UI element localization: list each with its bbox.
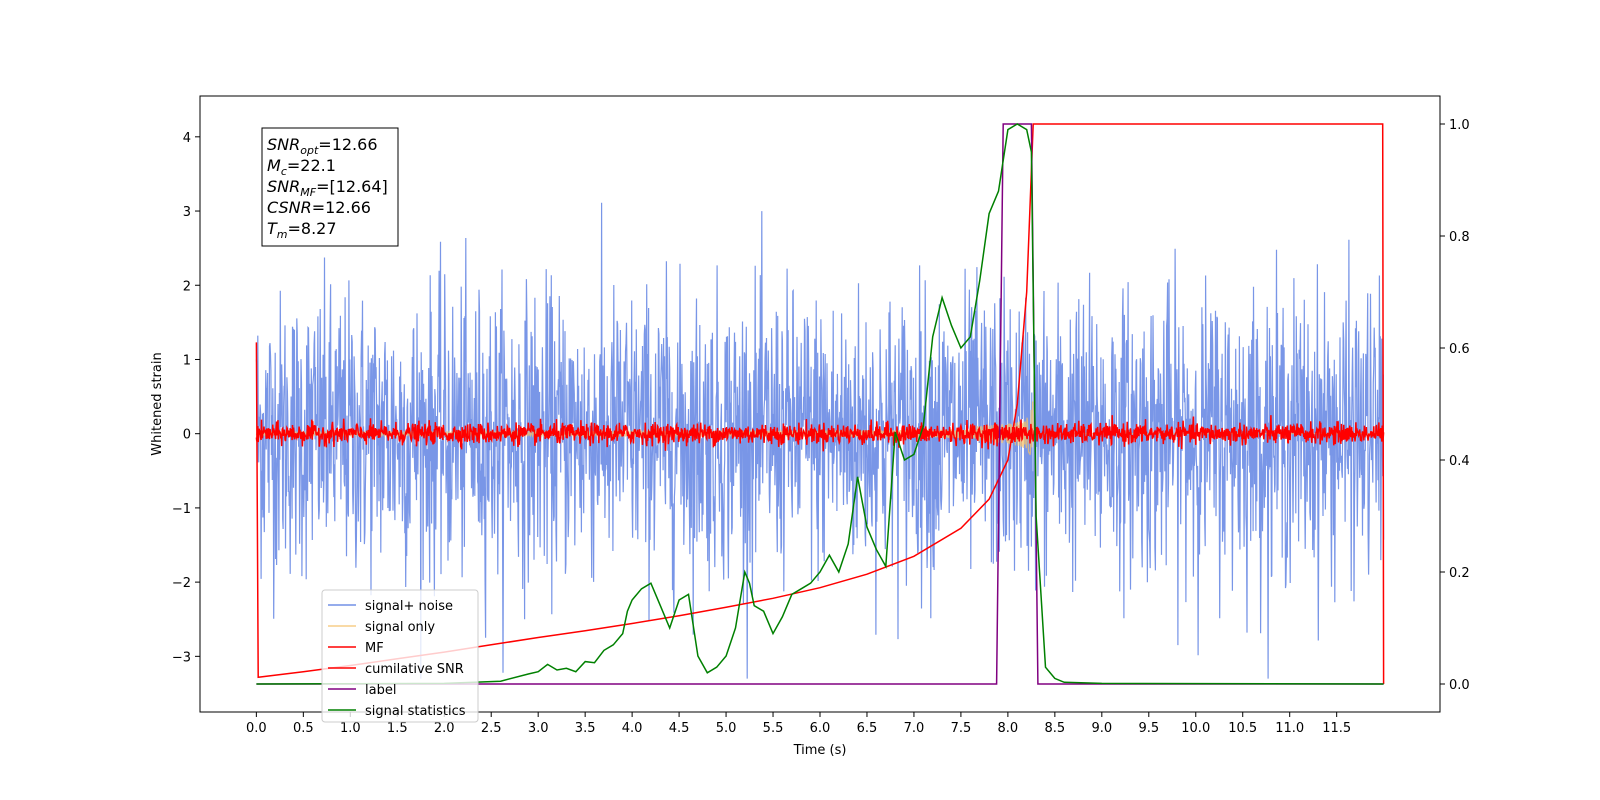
y-right-tick-label: 0.6 (1449, 342, 1470, 357)
x-tick-label: 6.0 (810, 721, 831, 736)
legend-label: label (365, 683, 396, 698)
x-tick-label: 11.0 (1275, 721, 1304, 736)
legend: signal+ noise signal only MF cumilative SNR… (321, 589, 479, 723)
legend-frame (321, 589, 479, 723)
x-tick-label: 7.5 (951, 721, 972, 736)
x-tick-label: 4.0 (622, 721, 643, 736)
annotation-line: Mc=22.1 (267, 156, 336, 178)
annotation-line: CSNR=12.66 (267, 198, 371, 217)
y-right-tick-label: 0.2 (1449, 566, 1470, 581)
x-axis-label: Time (s) (793, 743, 847, 758)
annotation-symbol: M (267, 156, 281, 175)
annotation-line: SNRopt=12.66 (267, 135, 378, 157)
annotation-line: SNRMF=[12.64] (267, 177, 388, 199)
x-tick-label: 2.0 (434, 721, 455, 736)
x-tick-label: 3.0 (528, 721, 549, 736)
x-tick-label: 8.0 (998, 721, 1019, 736)
y-left-tick-label: 0 (183, 428, 191, 443)
legend-label: MF (365, 641, 384, 656)
annotation-symbol: T (267, 219, 278, 238)
y-axis-label: Whitened strain (150, 352, 165, 455)
annotation-value: =22.1 (287, 156, 336, 175)
y-axis-left-ticks: 4 3 2 1 0 −1 −2 −3 (172, 131, 200, 665)
x-tick-label: 11.5 (1322, 721, 1351, 736)
y-left-tick-label: −1 (172, 502, 191, 517)
x-tick-label: 10.0 (1181, 721, 1210, 736)
y-left-tick-label: 1 (183, 353, 191, 368)
y-left-tick-label: 4 (183, 131, 191, 146)
y-right-tick-label: 1.0 (1449, 118, 1470, 133)
annotation-frame (261, 127, 399, 247)
annotation-symbol: SNR (267, 177, 300, 196)
legend-label: cumilative SNR (365, 662, 464, 677)
y-left-tick-label: −2 (172, 576, 191, 591)
x-tick-label: 2.5 (481, 721, 502, 736)
x-tick-label: 1.0 (340, 721, 361, 736)
stats-annotation-box: SNRopt=12.66Mc=22.1SNRMF=[12.64]CSNR=12.… (261, 127, 399, 247)
x-tick-label: 8.5 (1045, 721, 1066, 736)
x-tick-label: 5.5 (763, 721, 784, 736)
x-tick-label: 3.5 (575, 721, 596, 736)
annotation-value: =12.66 (318, 135, 377, 154)
x-tick-label: 9.0 (1091, 721, 1112, 736)
x-tick-label: 0.0 (246, 721, 267, 736)
y-right-tick-label: 0.0 (1449, 678, 1470, 693)
x-tick-label: 9.5 (1138, 721, 1159, 736)
series-signal-statistics-line (256, 123, 1384, 685)
y-left-tick-label: 2 (183, 279, 191, 294)
annotation-subscript: MF (300, 186, 316, 199)
annotation-value: =12.66 (312, 198, 371, 217)
legend-label: signal only (365, 620, 435, 635)
annotation-value: =8.27 (288, 219, 337, 238)
series-mf-line (255, 415, 1385, 452)
y-left-tick-label: −3 (172, 650, 191, 665)
x-tick-label: 7.0 (904, 721, 925, 736)
x-axis-ticks: 0.0 0.5 1.0 1.5 2.0 2.5 3.0 3.5 4.0 4.5 5.0 5.5 6.0 6… (246, 712, 1351, 736)
y-right-tick-label: 0.8 (1449, 230, 1470, 245)
annotation-subscript: opt (300, 144, 319, 157)
x-tick-label: 0.5 (293, 721, 314, 736)
y-axis-right-ticks: 1.0 0.8 0.6 0.4 0.2 0.0 (1440, 118, 1470, 693)
annotation-subscript: m (277, 228, 288, 241)
annotation-value: =[12.64] (316, 177, 388, 196)
annotation-subscript: c (281, 165, 287, 178)
x-tick-label: 6.5 (857, 721, 878, 736)
y-right-tick-label: 0.4 (1449, 454, 1470, 469)
legend-label: signal statistics (365, 704, 466, 719)
x-tick-label: 5.0 (716, 721, 737, 736)
y-left-tick-label: 3 (183, 205, 191, 220)
x-tick-label: 10.5 (1228, 721, 1257, 736)
legend-label: signal+ noise (365, 599, 453, 614)
annotation-symbol: SNR (267, 135, 300, 154)
x-tick-label: 4.5 (669, 721, 690, 736)
series-signal-noise-line (255, 202, 1385, 679)
x-tick-label: 1.5 (387, 721, 408, 736)
annotation-line: Tm=8.27 (267, 219, 337, 241)
annotation-symbol: CSNR (267, 198, 312, 217)
